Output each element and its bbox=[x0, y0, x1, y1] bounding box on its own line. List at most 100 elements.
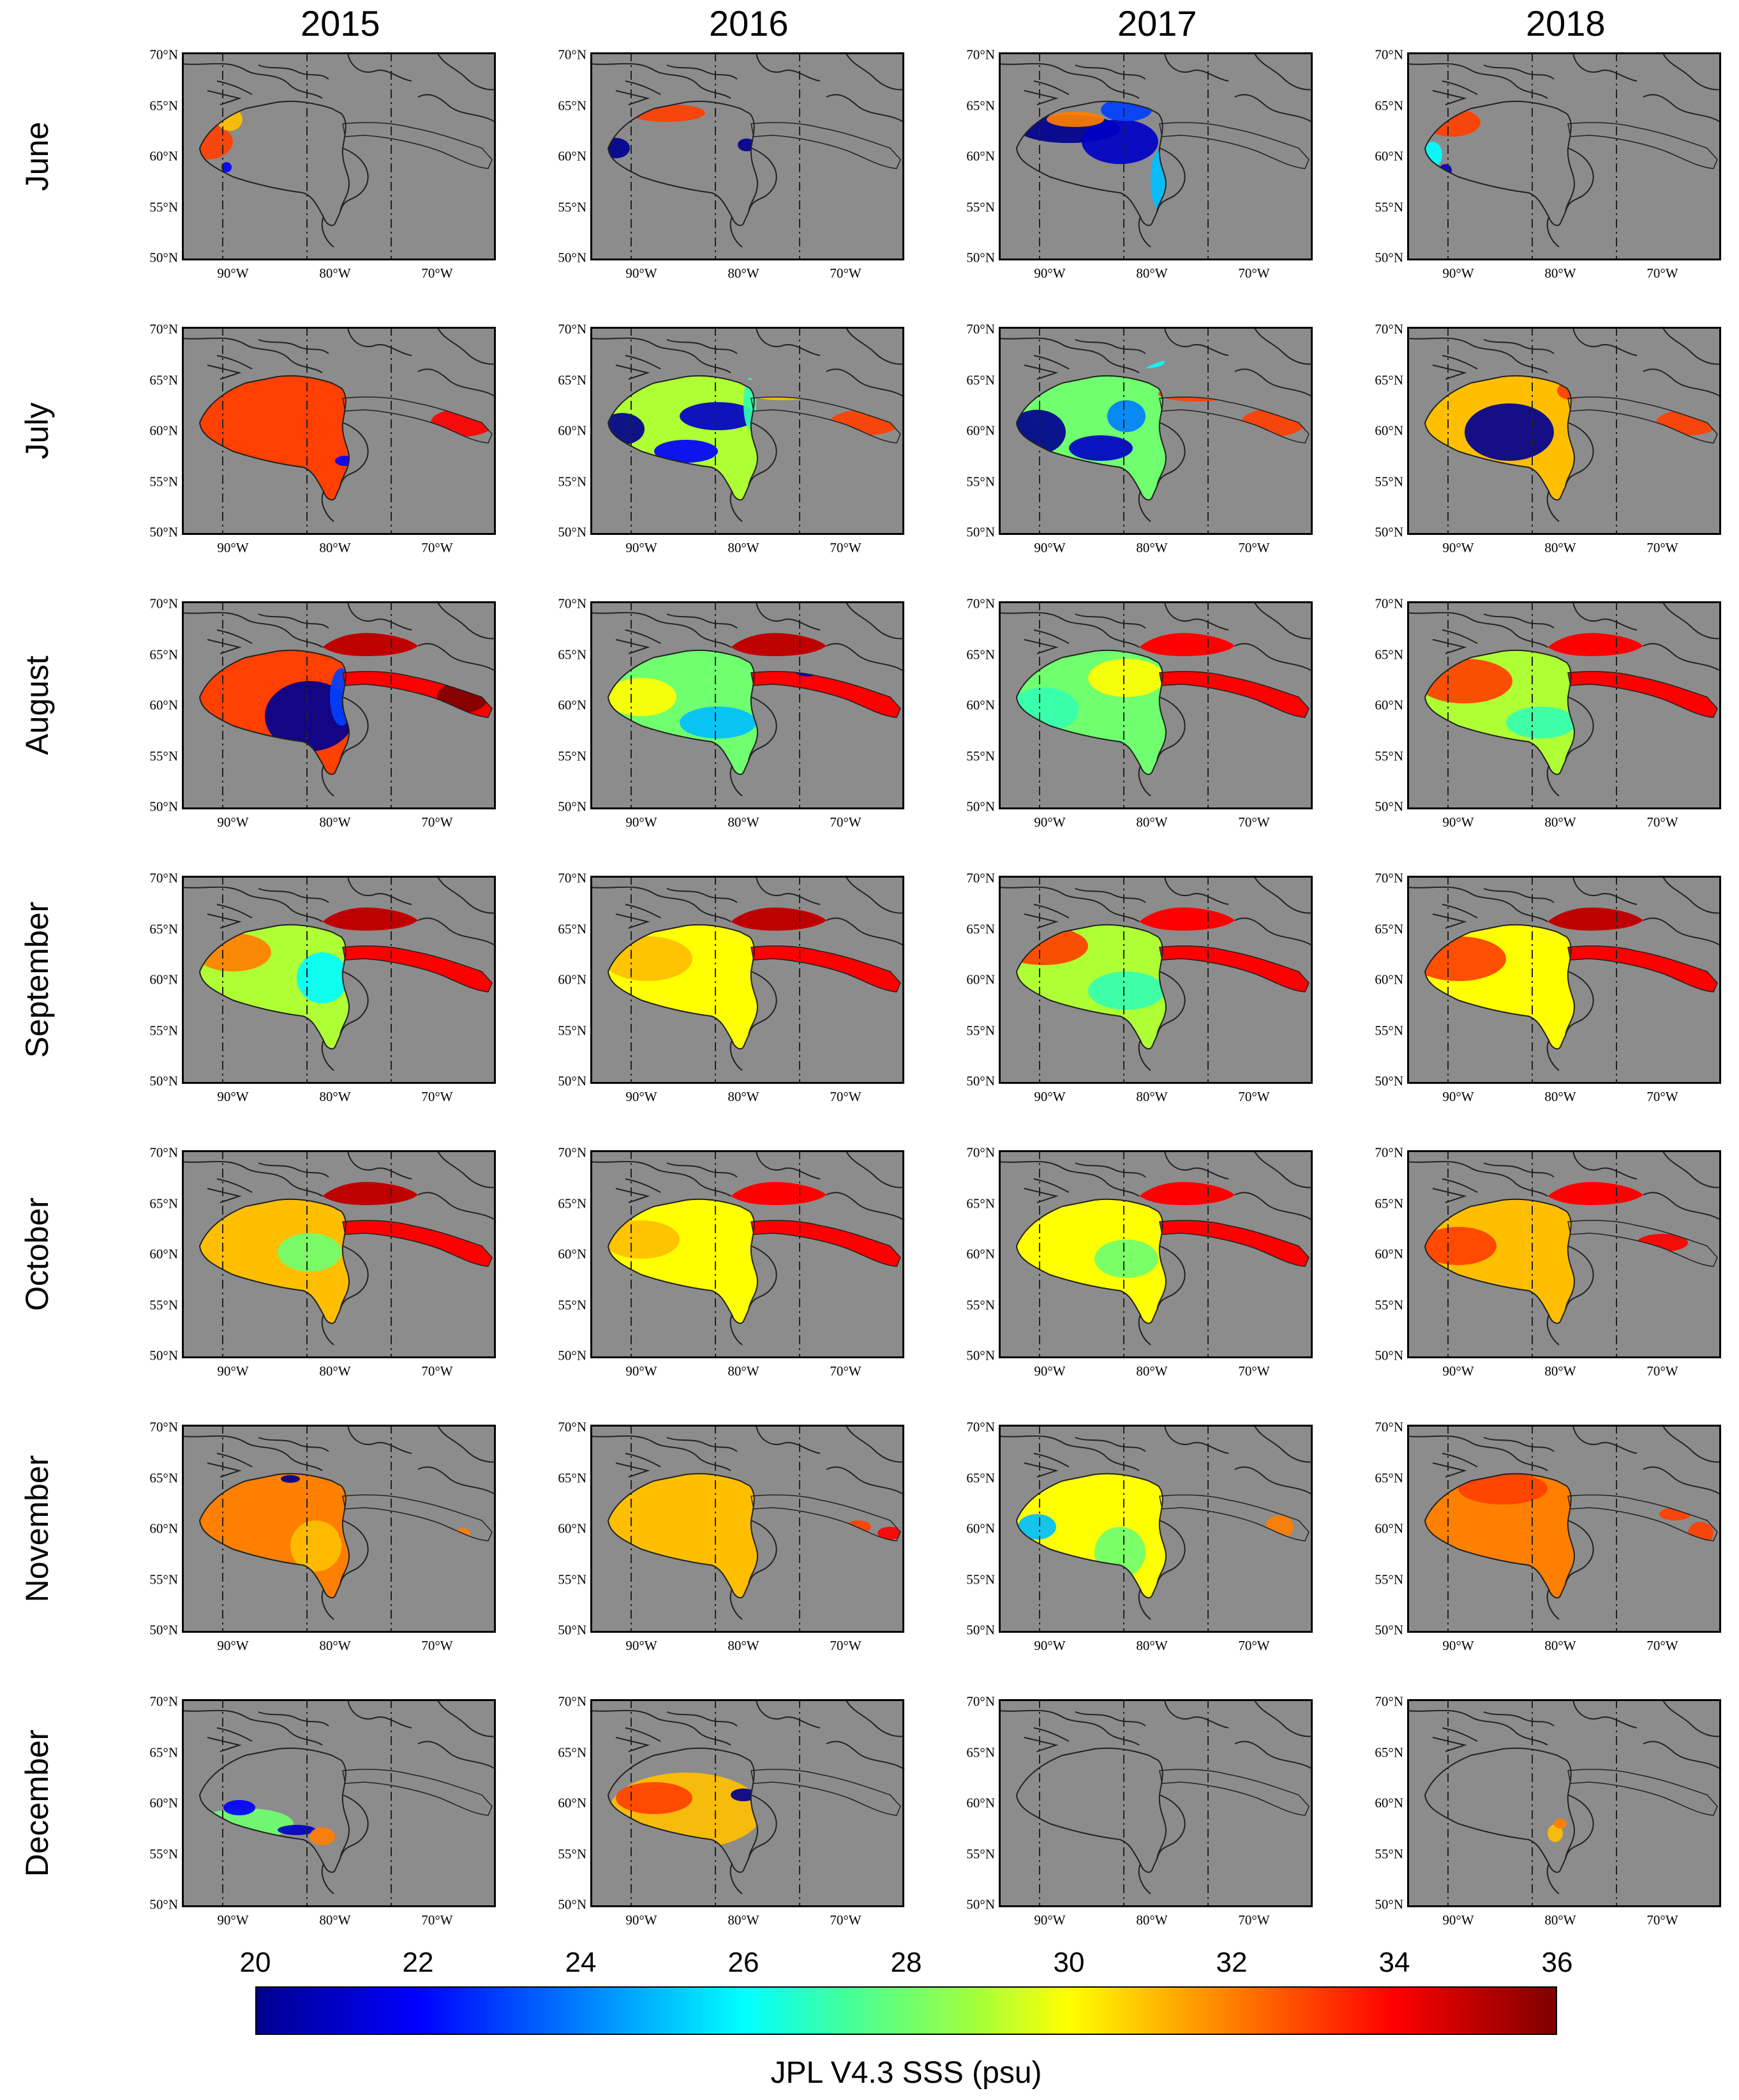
hudson-bay-coast bbox=[607, 924, 759, 1050]
coastline bbox=[321, 1314, 334, 1346]
coastline bbox=[1572, 326, 1638, 356]
salinity-field bbox=[1548, 1819, 1567, 1842]
longitude-tick-label: 90°W bbox=[625, 1638, 657, 1653]
hudson-strait-coast bbox=[1567, 945, 1718, 993]
salinity-hudson-strait bbox=[343, 946, 492, 992]
latitude-tick-label: 55°N bbox=[1375, 748, 1403, 763]
salinity-foxe-basin bbox=[1548, 907, 1643, 931]
coastline bbox=[1546, 491, 1560, 522]
coastline bbox=[1234, 368, 1313, 398]
land-background bbox=[1407, 52, 1721, 260]
hudson-bay-coast bbox=[1424, 924, 1576, 1050]
map-canvas bbox=[1407, 875, 1722, 1084]
row-label-november: November bbox=[19, 1455, 55, 1603]
map-frame bbox=[999, 876, 1313, 1084]
coastline bbox=[1643, 1192, 1722, 1221]
latitude-tick-label: 50°N bbox=[1375, 799, 1403, 814]
map-frame bbox=[182, 876, 496, 1084]
map-canvas bbox=[590, 1699, 905, 1907]
coastline bbox=[1138, 491, 1151, 522]
hudson-bay-coast bbox=[198, 375, 350, 501]
salinity-patch bbox=[1088, 971, 1165, 1010]
coastline bbox=[1075, 1437, 1146, 1452]
map-panel-december-2018: 70°N 65°N 60°N 55°N 50°N 90°W 80°W 70°W bbox=[1375, 1694, 1722, 1928]
salinity-patch bbox=[616, 1782, 692, 1814]
coastline bbox=[1156, 1245, 1186, 1310]
map-canvas bbox=[590, 1150, 905, 1358]
salinity-patch bbox=[608, 1220, 680, 1259]
hudson-strait-coast bbox=[342, 945, 493, 993]
hudson-strait-coast bbox=[750, 396, 901, 444]
coastline bbox=[417, 1192, 496, 1221]
coastline bbox=[615, 90, 650, 105]
salinity-foxe-basin bbox=[731, 633, 826, 656]
latitude-tick-label: 50°N bbox=[149, 799, 178, 814]
map-canvas bbox=[181, 601, 496, 809]
latitude-tick-label: 50°N bbox=[558, 250, 586, 266]
map-panel-september-2015: 70°N 65°N 60°N 55°N 50°N 90°W 80°W 70°W bbox=[149, 871, 496, 1104]
longitude-tick-label: 90°W bbox=[1442, 1089, 1474, 1104]
hudson-bay-coast bbox=[198, 924, 350, 1050]
longitude-tick-label: 70°W bbox=[1238, 266, 1270, 281]
longitude-tick-label: 80°W bbox=[728, 1089, 759, 1104]
longitude-tick-label: 70°W bbox=[1238, 1363, 1270, 1379]
coastline bbox=[1643, 94, 1722, 123]
latitude-tick-label: 65°N bbox=[149, 1744, 178, 1760]
longitude-tick-label: 80°W bbox=[1136, 1363, 1168, 1379]
coastline bbox=[625, 355, 661, 370]
longitude-tick-label: 80°W bbox=[1136, 1089, 1168, 1104]
latitude-tick-label: 65°N bbox=[966, 647, 995, 662]
longitude-tick-label: 80°W bbox=[319, 814, 351, 830]
latitude-tick-label: 65°N bbox=[1375, 372, 1403, 387]
map-panel-july-2015: 70°N 65°N 60°N 55°N 50°N 90°W 80°W 70°W bbox=[149, 322, 496, 555]
land-background bbox=[590, 52, 904, 260]
coastline bbox=[1075, 888, 1146, 903]
longitude-tick-label: 80°W bbox=[1136, 1638, 1168, 1653]
map-canvas bbox=[590, 875, 905, 1084]
coastline bbox=[1432, 364, 1467, 380]
salinity-hudson-strait bbox=[1160, 671, 1309, 717]
latitude-tick-label: 55°N bbox=[1375, 1297, 1403, 1312]
coastline bbox=[340, 696, 369, 761]
salinity-bay-fill bbox=[200, 1199, 349, 1324]
coastline bbox=[1546, 216, 1560, 248]
map-frame bbox=[182, 1150, 496, 1358]
latitude-tick-label: 55°N bbox=[1375, 474, 1403, 489]
salinity-field bbox=[200, 907, 492, 1049]
coastline bbox=[1164, 601, 1229, 631]
coastline bbox=[1024, 90, 1059, 105]
coastline bbox=[1253, 601, 1313, 640]
hudson-bay-coast bbox=[1424, 375, 1576, 501]
salinity-foxe-basin bbox=[1139, 907, 1235, 931]
latitude-tick-label: 70°N bbox=[149, 1419, 178, 1435]
coastline bbox=[1075, 339, 1146, 354]
latitude-tick-label: 65°N bbox=[149, 98, 178, 113]
hudson-strait-coast bbox=[750, 1220, 901, 1267]
coastline bbox=[417, 368, 496, 398]
coastline bbox=[756, 326, 821, 356]
hudson-bay-coast bbox=[1015, 1198, 1167, 1324]
latitude-tick-label: 60°N bbox=[558, 1795, 586, 1811]
coastline bbox=[625, 904, 661, 919]
hudson-strait-coast bbox=[1159, 1220, 1310, 1267]
latitude-tick-label: 55°N bbox=[149, 1023, 178, 1038]
longitude-tick-label: 90°W bbox=[217, 266, 249, 281]
latitude-tick-label: 60°N bbox=[558, 1520, 586, 1536]
salinity-field bbox=[608, 633, 900, 775]
latitude-tick-label: 70°N bbox=[558, 321, 586, 337]
coastline bbox=[845, 1150, 905, 1189]
latitude-tick-label: 60°N bbox=[1375, 1520, 1403, 1536]
salinity-field bbox=[200, 1181, 492, 1324]
row-label-july: July bbox=[19, 402, 55, 460]
latitude-tick-label: 55°N bbox=[966, 748, 995, 763]
map-panel-june-2015: 70°N 65°N 60°N 55°N 50°N 90°W 80°W 70°W bbox=[149, 47, 496, 281]
coastline bbox=[1565, 147, 1594, 213]
coastline bbox=[1432, 1188, 1467, 1203]
hudson-strait-coast bbox=[750, 122, 901, 169]
map-frame bbox=[1407, 1425, 1721, 1633]
hudson-strait-coast bbox=[1567, 1494, 1718, 1541]
salinity-patch bbox=[1047, 112, 1104, 127]
coastline bbox=[756, 601, 821, 631]
coastline bbox=[258, 339, 329, 354]
longitude-tick-label: 80°W bbox=[1544, 814, 1576, 830]
